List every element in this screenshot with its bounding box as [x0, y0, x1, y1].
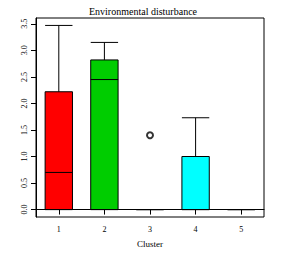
svg-text:2.0: 2.0 [20, 98, 29, 108]
svg-text:1.5: 1.5 [20, 125, 29, 135]
svg-text:3.5: 3.5 [20, 19, 29, 29]
svg-text:2.5: 2.5 [20, 72, 29, 82]
svg-text:1: 1 [57, 225, 61, 234]
svg-text:3: 3 [148, 225, 152, 234]
svg-text:3.0: 3.0 [20, 45, 29, 55]
svg-text:5: 5 [239, 225, 243, 234]
svg-text:0.0: 0.0 [20, 205, 29, 215]
svg-text:1.0: 1.0 [20, 152, 29, 162]
svg-text:2: 2 [102, 225, 106, 234]
svg-text:Environmental disturbance: Environmental disturbance [89, 6, 198, 17]
svg-text:0.5: 0.5 [20, 178, 29, 188]
svg-text:4: 4 [194, 225, 198, 234]
svg-text:Cluster: Cluster [137, 239, 163, 249]
